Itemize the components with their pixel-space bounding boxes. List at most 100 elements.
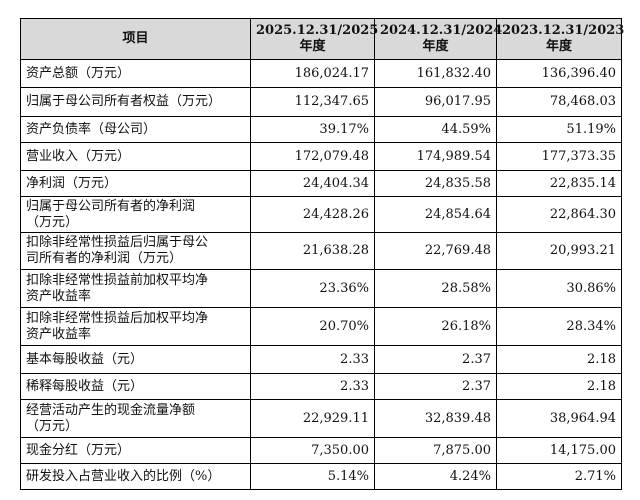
row-label-text: 归属于母公司所有者权益（万元）	[26, 94, 222, 109]
header-2024-date: 2024.12.31/2024	[380, 23, 503, 38]
header-2025-date: 2025.12.31/2025	[256, 23, 379, 38]
row-value: 24,835.58	[374, 170, 497, 197]
row-label: 营业收入（万元）	[20, 142, 251, 171]
row-label: 基本每股收益（元）	[20, 345, 251, 374]
table-row: 研发投入占营业收入的比例（%） 5.14% 4.24% 2.71%	[20, 463, 622, 490]
row-label: 扣除非经常性损益后归属于母公 司所有者的净利润（万元）	[20, 232, 251, 270]
row-label-text: 扣除非经常性损益后归属于母公	[26, 235, 209, 250]
row-label: 经营活动产生的现金流量净额 （万元）	[20, 399, 251, 438]
row-value: 22,864.30	[496, 196, 622, 233]
row-value: 172,079.48	[250, 142, 375, 171]
row-value: 24,404.34	[250, 170, 375, 197]
table-row: 扣除非经常性损益后加权平均净 资产收益率 20.70% 26.18% 28.34%	[20, 307, 622, 346]
row-label: 资产负债率（母公司）	[20, 116, 251, 143]
row-label-text: 司所有者的净利润（万元）	[26, 251, 183, 266]
row-value: 174,989.54	[374, 142, 497, 171]
row-value: 7,875.00	[374, 437, 497, 464]
header-2025-year: 年度	[299, 39, 326, 54]
row-value: 23.36%	[250, 269, 375, 308]
row-label-text: 净利润（万元）	[26, 175, 118, 191]
header-2025: 2025.12.31/2025 年度	[250, 18, 379, 60]
row-value: 39.17%	[250, 116, 375, 143]
row-label: 扣除非经常性损益后加权平均净 资产收益率	[20, 307, 251, 346]
row-value: 186,024.17	[250, 59, 375, 88]
row-value: 161,832.40	[374, 59, 497, 88]
table-row: 经营活动产生的现金流量净额 （万元） 22,929.11 32,839.48 38,96…	[20, 399, 622, 438]
row-value: 24,854.64	[374, 196, 497, 233]
row-value: 20.70%	[250, 307, 375, 346]
row-label-text: 现金分红（万元）	[26, 442, 131, 458]
header-2023-date: 2023.12.31/2023	[502, 23, 625, 38]
header-2024-year: 年度	[422, 39, 449, 54]
row-value: 22,929.11	[250, 399, 375, 438]
row-value: 2.71%	[496, 463, 622, 490]
header-2023-year: 年度	[545, 39, 572, 54]
row-value: 28.34%	[496, 307, 622, 346]
row-label-text: （万元）	[26, 214, 79, 230]
table-row: 归属于母公司所有者的净利润 （万元） 24,428.26 24,854.64 22,86…	[20, 196, 622, 233]
row-value: 44.59%	[374, 116, 497, 143]
row-label-text: 资产总额（万元）	[26, 65, 131, 81]
row-value: 7,350.00	[250, 437, 375, 464]
row-value: 112,347.65	[250, 87, 375, 117]
row-value: 22,835.14	[496, 170, 622, 197]
table-row: 稀释每股收益（元） 2.33 2.37 2.18	[20, 373, 622, 400]
row-label: 研发投入占营业收入的比例（%）	[20, 463, 251, 490]
table-header-row: 项目 2025.12.31/2025 年度 2024.12.31/2024 年度…	[20, 18, 625, 60]
row-value: 96,017.95	[374, 87, 497, 117]
row-value: 2.37	[374, 345, 497, 374]
table-row: 扣除非经常性损益后归属于母公 司所有者的净利润（万元） 21,638.28 22,76…	[20, 232, 622, 270]
row-value: 20,993.21	[496, 232, 622, 270]
row-value: 22,769.48	[374, 232, 497, 270]
table-row: 归属于母公司所有者权益（万元） 112,347.65 96,017.95 78,468…	[20, 87, 622, 117]
row-value: 32,839.48	[374, 399, 497, 438]
row-label-text: 经营活动产生的现金流量净额	[26, 402, 196, 418]
row-value: 2.33	[250, 345, 375, 374]
row-value: 136,396.40	[496, 59, 622, 88]
row-label: 归属于母公司所有者的净利润 （万元）	[20, 196, 251, 233]
row-value: 4.24%	[374, 463, 497, 490]
row-label-text: 资产收益率	[26, 288, 92, 304]
row-label-text: 扣除非经常性损益后加权平均净	[26, 310, 209, 326]
row-label-text: 研发投入占营业收入的比例（%）	[26, 468, 221, 484]
row-value: 28.58%	[374, 269, 497, 308]
row-label-text: 扣除非经常性损益前加权平均净	[26, 272, 209, 288]
row-label-text: 营业收入（万元）	[26, 148, 131, 164]
header-item: 项目	[20, 18, 251, 60]
row-label-text: 资产负债率（母公司）	[26, 121, 157, 137]
row-label: 资产总额（万元）	[20, 59, 251, 88]
row-value: 2.33	[250, 373, 375, 400]
row-value: 78,468.03	[496, 87, 622, 117]
table-row: 资产总额（万元） 186,024.17 161,832.40 136,396.40	[20, 59, 622, 88]
row-value: 5.14%	[250, 463, 375, 490]
row-value: 24,428.26	[250, 196, 375, 233]
table-row: 现金分红（万元） 7,350.00 7,875.00 14,175.00	[20, 437, 622, 464]
table-row: 基本每股收益（元） 2.33 2.37 2.18	[20, 345, 622, 374]
row-label-text: （万元）	[26, 418, 79, 434]
row-value: 30.86%	[496, 269, 622, 308]
row-label: 现金分红（万元）	[20, 437, 251, 464]
financial-data-table: 项目 2025.12.31/2025 年度 2024.12.31/2024 年度…	[20, 18, 625, 490]
row-value: 177,373.35	[496, 142, 622, 171]
table-row: 营业收入（万元） 172,079.48 174,989.54 177,373.35	[20, 142, 622, 171]
header-2023: 2023.12.31/2023 年度	[496, 18, 625, 60]
row-value: 21,638.28	[250, 232, 375, 270]
row-label: 归属于母公司所有者权益（万元）	[20, 87, 251, 117]
row-label-text: 稀释每股收益（元）	[26, 378, 144, 394]
row-label: 稀释每股收益（元）	[20, 373, 251, 400]
row-value: 26.18%	[374, 307, 497, 346]
table-row: 净利润（万元） 24,404.34 24,835.58 22,835.14	[20, 170, 622, 197]
table-row: 资产负债率（母公司） 39.17% 44.59% 51.19%	[20, 116, 622, 143]
row-label-text: 基本每股收益（元）	[26, 351, 144, 367]
row-value: 2.18	[496, 345, 622, 374]
row-label-text: 资产收益率	[26, 326, 92, 342]
row-label-text: 归属于母公司所有者的净利润	[26, 198, 196, 214]
header-2024: 2024.12.31/2024 年度	[374, 18, 502, 60]
row-value: 51.19%	[496, 116, 622, 143]
row-label: 净利润（万元）	[20, 170, 251, 197]
row-value: 14,175.00	[496, 437, 622, 464]
row-value: 38,964.94	[496, 399, 622, 438]
row-value: 2.37	[374, 373, 497, 400]
table-row: 扣除非经常性损益前加权平均净 资产收益率 23.36% 28.58% 30.86%	[20, 269, 622, 308]
header-item-label: 项目	[122, 31, 149, 46]
